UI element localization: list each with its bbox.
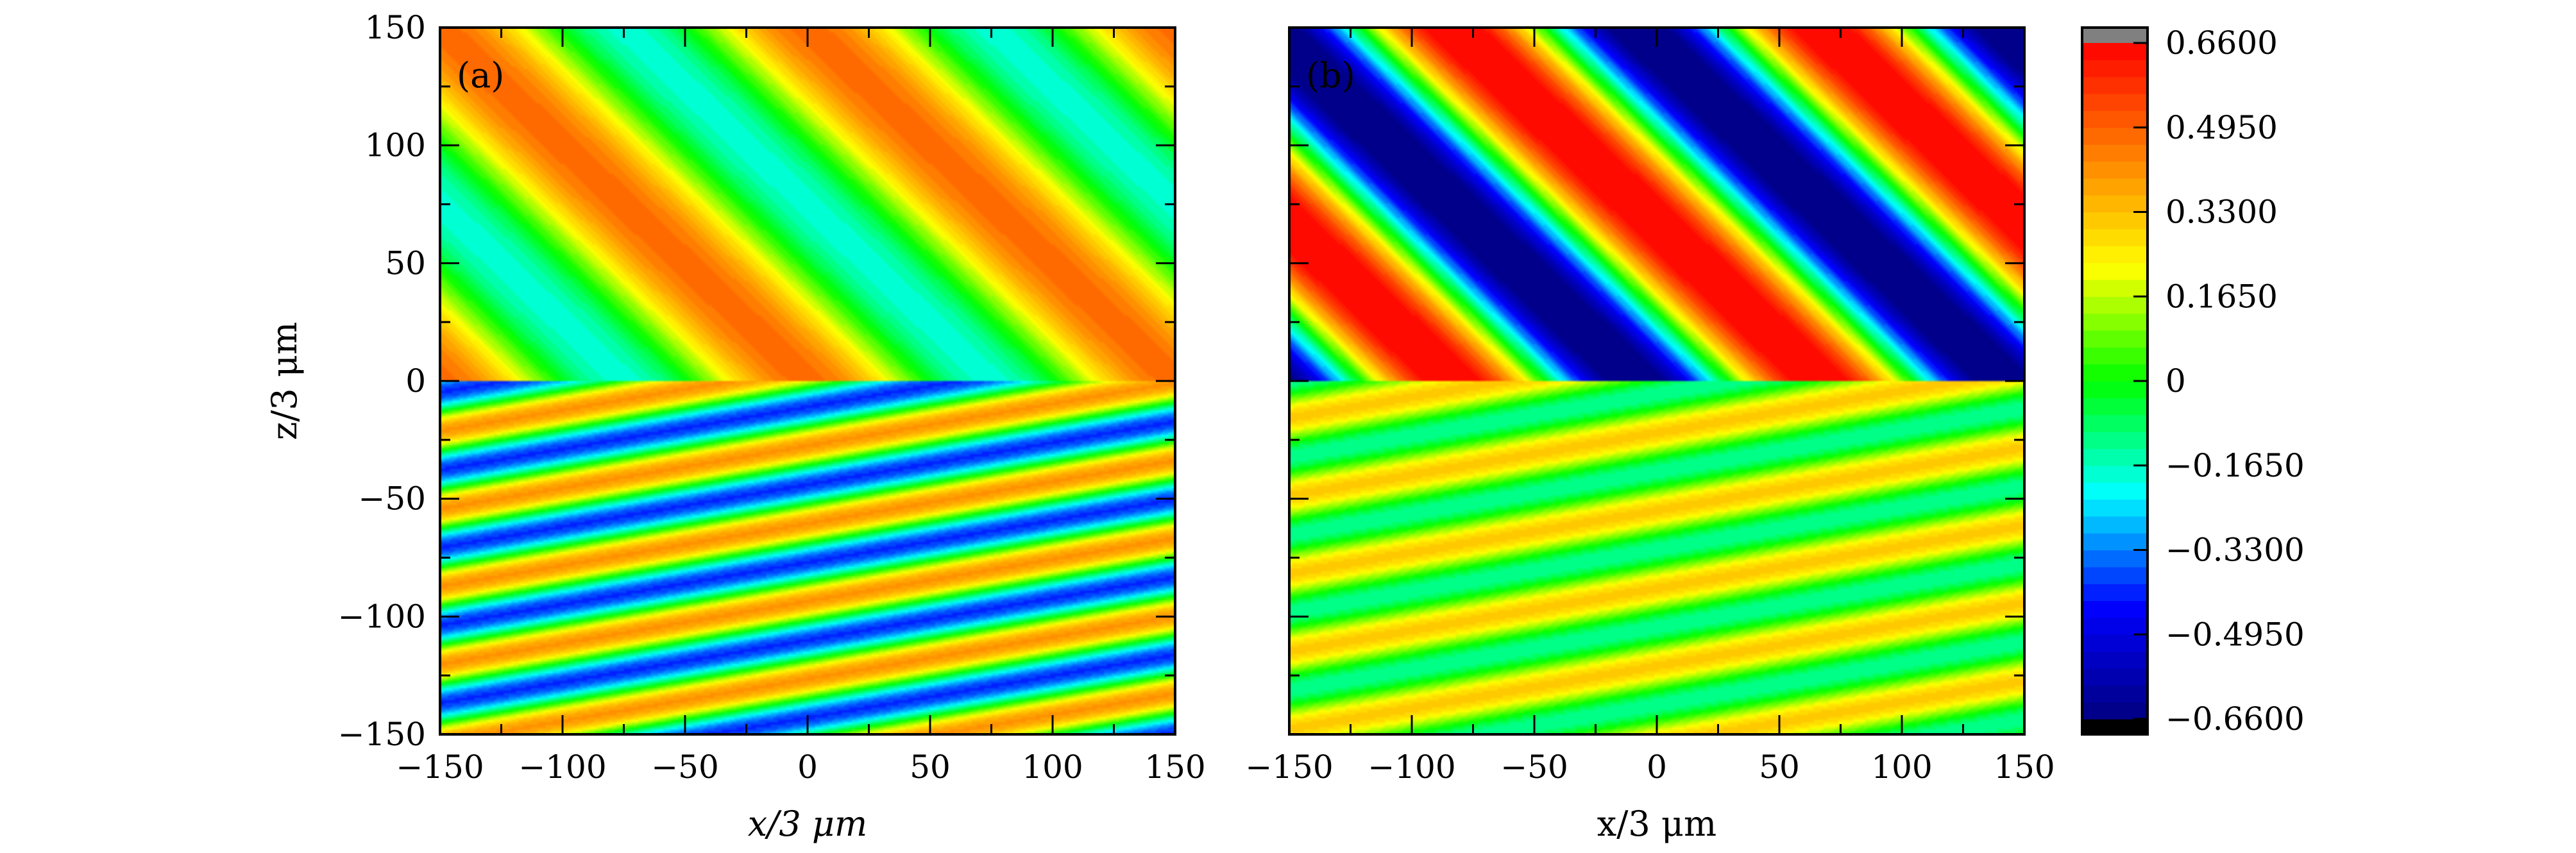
- colorbar-tick-label: −0.3300: [2165, 532, 2305, 569]
- colorbar-tick-label: 0.1650: [2165, 278, 2278, 315]
- colorbar-band: [2082, 313, 2148, 331]
- x-tick-label: 50: [910, 748, 951, 786]
- heatmap-b: [1289, 28, 2024, 734]
- colorbar-bands: [2082, 28, 2148, 734]
- x-tick-label: 150: [1144, 748, 1205, 786]
- colorbar-band: [2082, 465, 2148, 483]
- heatmap-a: [440, 28, 1175, 734]
- colorbar-band: [2082, 246, 2148, 264]
- colorbar-band: [2082, 685, 2148, 703]
- colorbar-band: [2082, 60, 2148, 78]
- colorbar-band: [2082, 178, 2148, 196]
- x-tick-label: −150: [1245, 748, 1333, 786]
- colorbar-band: [2082, 617, 2148, 635]
- colorbar-band: [2082, 584, 2148, 602]
- x-tick-label: 0: [1647, 748, 1667, 786]
- panel-a: −150 −100 −50 0 50 100 150 −150 −100 −50 0 50 100 150…: [264, 9, 1206, 844]
- colorbar-band: [2082, 144, 2148, 162]
- x-tick-label: −100: [1368, 748, 1455, 786]
- colorbar-tick-label: 0.6600: [2165, 24, 2278, 62]
- colorbar-band: [2082, 499, 2148, 517]
- colorbar-tick-label: −0.6600: [2165, 700, 2305, 738]
- y-tick-label: −100: [338, 598, 426, 635]
- colorbar-band: [2082, 364, 2148, 382]
- x-tick-label: −50: [651, 748, 719, 786]
- x-axis-title-a: x/3 μm: [748, 804, 867, 844]
- colorbar-band: [2082, 432, 2148, 449]
- colorbar-tick-label: −0.4950: [2165, 616, 2305, 653]
- colorbar-under-band: [2082, 719, 2148, 734]
- x-tick-label: 150: [1994, 748, 2055, 786]
- x-tick-label: 0: [797, 748, 818, 786]
- y-tick-label: −150: [338, 716, 426, 753]
- colorbar-band: [2082, 634, 2148, 652]
- colorbar-tick-label: 0.3300: [2165, 194, 2278, 231]
- ticks-a: −150 −100 −50 0 50 100 150 −150 −100 −50 0 50 100 150: [338, 9, 1206, 786]
- x-tick-label: 50: [1759, 748, 1800, 786]
- x-tick-label: −150: [396, 748, 484, 786]
- colorbar-ticks: 0.6600 0.4950 0.3300 0.1650 0 −0.1650 −0.3300 −…: [2133, 24, 2305, 738]
- panel-b: −150 −100 −50 0 50 100 150 (b) x/3 μm: [1245, 26, 2055, 844]
- colorbar-band: [2082, 381, 2148, 398]
- x-axis-title-b: x/3 μm: [1597, 804, 1716, 844]
- colorbar-band: [2082, 414, 2148, 432]
- y-tick-label: 150: [365, 9, 426, 46]
- colorbar-tick-label: 0: [2165, 362, 2186, 400]
- colorbar-band: [2082, 398, 2148, 416]
- colorbar-band: [2082, 43, 2148, 60]
- y-tick-label: 100: [365, 127, 426, 164]
- colorbar-band: [2082, 550, 2148, 568]
- colorbar-tick-label: 0.4950: [2165, 109, 2278, 146]
- y-tick-label: 50: [385, 244, 426, 282]
- panel-label-b: (b): [1306, 55, 1355, 96]
- colorbar-band: [2082, 262, 2148, 280]
- colorbar-band: [2082, 566, 2148, 584]
- colorbar-band: [2082, 76, 2148, 94]
- plot-frame-b: [1288, 26, 2026, 736]
- colorbar-tick-label: −0.1650: [2165, 447, 2305, 484]
- colorbar: 0.6600 0.4950 0.3300 0.1650 0 −0.1650 −0.3300 −…: [2081, 24, 2305, 738]
- colorbar-band: [2082, 127, 2148, 145]
- colorbar-frame: [2081, 26, 2149, 736]
- colorbar-band: [2082, 702, 2148, 720]
- colorbar-band: [2082, 600, 2148, 618]
- colorbar-band: [2082, 195, 2148, 213]
- x-tick-label: −100: [518, 748, 606, 786]
- panel-label-a: (a): [457, 55, 504, 96]
- colorbar-band: [2082, 94, 2148, 111]
- colorbar-band: [2082, 668, 2148, 686]
- y-axis-title-a: z/3 μm: [264, 322, 305, 440]
- colorbar-band: [2082, 330, 2148, 348]
- ticks-b: −150 −100 −50 0 50 100 150: [1245, 26, 2055, 786]
- colorbar-band: [2082, 228, 2148, 246]
- colorbar-over-band: [2082, 28, 2148, 43]
- colorbar-band: [2082, 212, 2148, 230]
- x-tick-label: −50: [1500, 748, 1568, 786]
- plot-frame-a: [439, 26, 1176, 736]
- colorbar-band: [2082, 347, 2148, 365]
- colorbar-band: [2082, 448, 2148, 466]
- colorbar-band: [2082, 533, 2148, 551]
- colorbar-band: [2082, 482, 2148, 500]
- x-tick-label: 100: [1022, 748, 1083, 786]
- y-tick-label: 0: [405, 362, 426, 400]
- colorbar-band: [2082, 651, 2148, 669]
- x-tick-label: 100: [1871, 748, 1932, 786]
- y-tick-label: −50: [358, 480, 426, 518]
- colorbar-band: [2082, 296, 2148, 314]
- colorbar-band: [2082, 110, 2148, 128]
- colorbar-band: [2082, 279, 2148, 297]
- colorbar-band: [2082, 161, 2148, 179]
- colorbar-band: [2082, 516, 2148, 534]
